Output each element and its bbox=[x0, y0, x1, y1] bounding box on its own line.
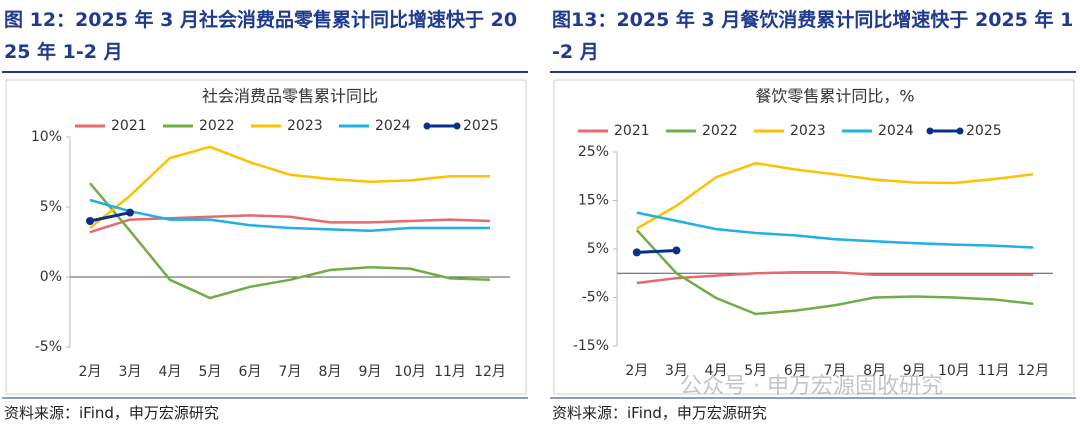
chart: 餐饮零售累计同比，% -15% -5% 5% 15% 25% 2月 3月 4月 5月 6月 7月 8月 9… bbox=[550, 71, 1076, 399]
point bbox=[126, 208, 134, 217]
watermark: 公众号 · 申万宏源固收研究 bbox=[680, 374, 943, 399]
legend-label: 2022 bbox=[702, 123, 738, 139]
series-line bbox=[89, 214, 491, 234]
x-tick-label: 6月 bbox=[239, 364, 262, 380]
y-tick-label: 15% bbox=[578, 193, 609, 209]
y-tick-label: 25% bbox=[578, 144, 609, 160]
x-tick-label: 8月 bbox=[319, 364, 342, 380]
legend-label: 2025 bbox=[463, 118, 499, 134]
chart-title: 餐饮零售累计同比，% bbox=[755, 87, 914, 106]
chart: 社会消费品零售累计同比 -5% 0% 5% 10% 2月 3月 4月 5月 6月 7月 8月 9月 10月… bbox=[2, 71, 528, 399]
x-tick-label: 8月 bbox=[863, 363, 886, 379]
x-tick-label: 3月 bbox=[119, 364, 142, 380]
chart-title: 社会消费品零售累计同比 bbox=[202, 87, 378, 106]
y-tick-label: 5% bbox=[587, 241, 609, 257]
x-tick-label: 5月 bbox=[199, 364, 222, 380]
legend-label: 2024 bbox=[878, 123, 914, 139]
legend-label: 2023 bbox=[287, 118, 323, 134]
series-line bbox=[636, 271, 1034, 285]
legend-marker bbox=[423, 122, 431, 130]
legend-marker bbox=[926, 127, 934, 135]
legend-marker bbox=[453, 122, 461, 130]
source: 资料来源：iFind，申万宏源研究 bbox=[552, 404, 767, 422]
legend-label: 2024 bbox=[375, 118, 411, 134]
x-tick-label: 10月 bbox=[394, 364, 426, 380]
series-line bbox=[636, 211, 1034, 249]
y-tick-label: 0% bbox=[40, 269, 62, 285]
x-tick-label: 5月 bbox=[744, 363, 767, 379]
x-tick-label: 3月 bbox=[665, 363, 688, 379]
figure-title: 图 12：2025 年 3 月社会消费品零售累计同比增速快于 2025 年 1-… bbox=[4, 9, 518, 63]
x-tick-label: 7月 bbox=[279, 364, 302, 380]
legend-marker bbox=[956, 127, 964, 135]
y-tick-label: -5% bbox=[582, 290, 609, 306]
x-tick-label: 9月 bbox=[359, 364, 382, 380]
series-line bbox=[89, 182, 491, 300]
y-tick-label: 10% bbox=[31, 129, 62, 145]
series-line bbox=[636, 248, 677, 254]
chart-frame bbox=[5, 79, 527, 395]
series-line bbox=[635, 229, 1034, 316]
legend-label: 2023 bbox=[790, 123, 826, 139]
x-tick-label: 12月 bbox=[1017, 363, 1049, 379]
series-line bbox=[89, 211, 131, 223]
series-line bbox=[89, 198, 490, 233]
x-tick-label: 7月 bbox=[824, 363, 847, 379]
x-tick-label: 4月 bbox=[159, 364, 182, 380]
x-tick-label: 9月 bbox=[903, 363, 926, 379]
y-tick-label: -15% bbox=[573, 338, 609, 354]
x-tick-label: 4月 bbox=[705, 363, 728, 379]
x-tick-label: 6月 bbox=[784, 363, 807, 379]
series-line bbox=[89, 145, 490, 229]
y-tick-label: 5% bbox=[40, 199, 62, 215]
panel: 社会消费品零售累计同比 -5% 0% 5% 10% 2月 3月 4月 5月 6月 7月 8月 9月 10月… bbox=[0, 0, 530, 428]
x-tick-label: 11月 bbox=[978, 363, 1010, 379]
chart-frame bbox=[553, 79, 1075, 395]
legend-label: 2021 bbox=[614, 123, 650, 139]
point bbox=[632, 248, 641, 257]
x-tick-label: 2月 bbox=[625, 363, 648, 379]
legend-label: 2025 bbox=[966, 123, 1002, 139]
legend-label: 2021 bbox=[111, 118, 147, 134]
x-tick-label: 2月 bbox=[79, 364, 102, 380]
x-tick-label: 12月 bbox=[474, 364, 506, 380]
figure-title: 图13：2025 年 3 月餐饮消费累计同比增速快于 2025 年 1-2 月 bbox=[552, 9, 1074, 63]
series-line bbox=[636, 161, 1034, 230]
y-tick-label: -5% bbox=[35, 339, 62, 355]
x-tick-label: 11月 bbox=[434, 364, 466, 380]
point bbox=[86, 217, 94, 225]
legend-label: 2022 bbox=[199, 118, 235, 134]
x-tick-label: 10月 bbox=[938, 363, 970, 379]
source: 资料来源：iFind，申万宏源研究 bbox=[4, 404, 219, 422]
panel: 餐饮零售累计同比，% -15% -5% 5% 15% 25% 2月 3月 4月 5月 6月 7月 8月 9… bbox=[548, 0, 1078, 428]
point bbox=[672, 246, 681, 255]
